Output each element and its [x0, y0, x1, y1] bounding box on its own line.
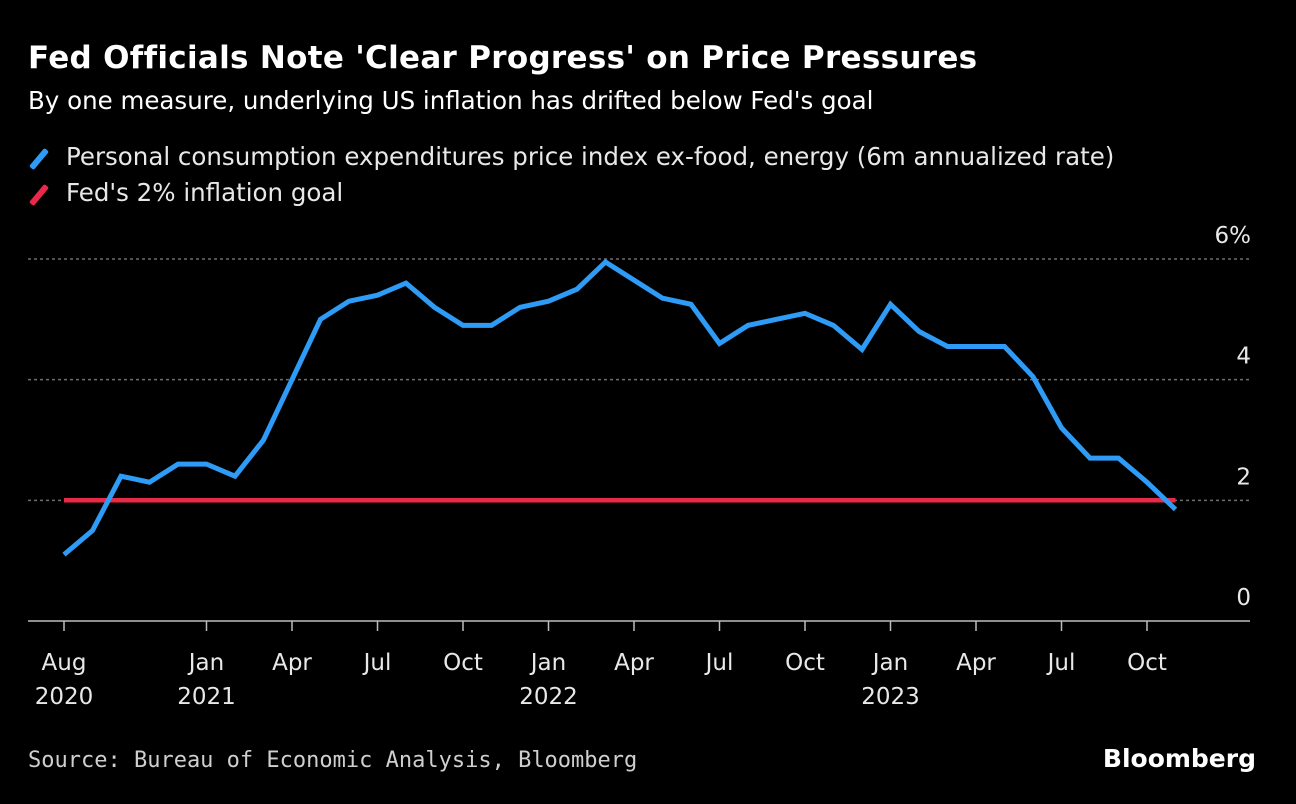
x-tick-label-8: Oct: [785, 650, 825, 676]
x-tick-year-9: 2023: [861, 684, 920, 710]
x-tick-label-4: Oct: [443, 650, 483, 676]
x-tick-label-12: Oct: [1127, 650, 1167, 676]
legend-label-pce: Personal consumption expenditures price …: [66, 142, 1115, 171]
y-tick-label-2: 2: [1236, 464, 1251, 490]
y-tick-label-4: 4: [1236, 344, 1251, 370]
bloomberg-logo: Bloomberg: [1102, 744, 1256, 773]
x-tick-label-2: Apr: [272, 650, 312, 676]
series-line-pce: [62, 258, 1178, 557]
x-tick-label-11: Jul: [1046, 650, 1076, 676]
x-tick-year-1: 2021: [177, 684, 236, 710]
x-tick-year-0: 2020: [35, 684, 94, 710]
chart-title: Fed Officials Note 'Clear Progress' on P…: [28, 40, 978, 76]
x-tick-label-1: Jan: [187, 650, 224, 676]
source-note: Source: Bureau of Economic Analysis, Blo…: [28, 748, 638, 773]
x-tick-label-5: Jan: [529, 650, 566, 676]
x-tick-label-9: Jan: [871, 650, 908, 676]
x-tick-label-7: Jul: [704, 650, 734, 676]
x-tick-label-3: Jul: [362, 650, 392, 676]
legend-label-fed-goal: Fed's 2% inflation goal: [66, 178, 344, 207]
x-tick-year-5: 2022: [519, 684, 578, 710]
y-tick-label-6: 6%: [1215, 223, 1252, 249]
x-tick-label-0: Aug: [42, 650, 87, 676]
x-tick-label-6: Apr: [614, 650, 654, 676]
y-tick-label-0: 0: [1236, 585, 1251, 611]
chart-subtitle: By one measure, underlying US inflation …: [28, 86, 874, 115]
x-tick-label-10: Apr: [956, 650, 996, 676]
